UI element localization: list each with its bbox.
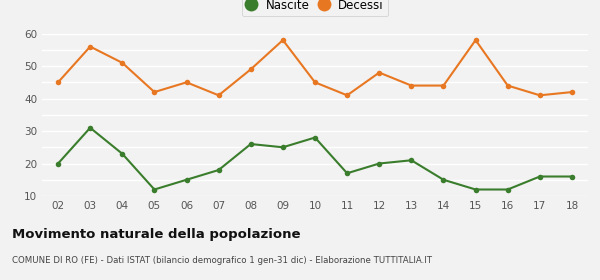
Nascite [119, 152, 126, 155]
Decessi [55, 81, 62, 84]
Nascite [472, 188, 479, 191]
Nascite [151, 188, 158, 191]
Nascite [408, 158, 415, 162]
Decessi [344, 94, 351, 97]
Decessi [151, 90, 158, 94]
Decessi [311, 81, 319, 84]
Nascite [440, 178, 447, 181]
Text: Movimento naturale della popolazione: Movimento naturale della popolazione [12, 228, 301, 241]
Nascite [215, 168, 222, 172]
Nascite [55, 162, 62, 165]
Nascite [86, 126, 94, 129]
Decessi [279, 38, 286, 42]
Decessi [472, 38, 479, 42]
Line: Decessi: Decessi [55, 37, 575, 98]
Nascite [376, 162, 383, 165]
Decessi [376, 71, 383, 74]
Decessi [119, 61, 126, 64]
Nascite [311, 136, 319, 139]
Decessi [408, 84, 415, 87]
Nascite [183, 178, 190, 181]
Decessi [86, 45, 94, 48]
Decessi [183, 81, 190, 84]
Nascite [247, 142, 254, 146]
Nascite [568, 175, 575, 178]
Decessi [504, 84, 511, 87]
Decessi [568, 90, 575, 94]
Nascite [344, 172, 351, 175]
Decessi [536, 94, 544, 97]
Text: COMUNE DI RO (FE) - Dati ISTAT (bilancio demografico 1 gen-31 dic) - Elaborazion: COMUNE DI RO (FE) - Dati ISTAT (bilancio… [12, 256, 432, 265]
Line: Nascite: Nascite [55, 125, 575, 192]
Nascite [504, 188, 511, 191]
Legend: Nascite, Decessi: Nascite, Decessi [242, 0, 388, 17]
Nascite [279, 146, 286, 149]
Decessi [440, 84, 447, 87]
Nascite [536, 175, 544, 178]
Decessi [247, 68, 254, 71]
Decessi [215, 94, 222, 97]
